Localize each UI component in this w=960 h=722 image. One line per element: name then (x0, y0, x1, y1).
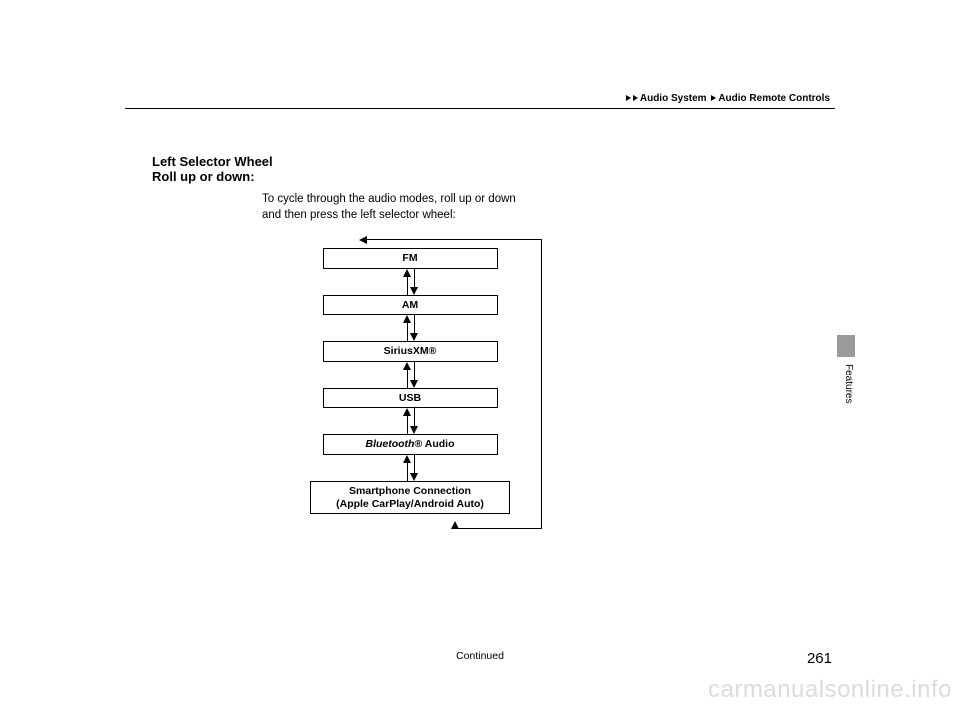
smartphone-line-2: (Apple CarPlay/Android Auto) (317, 498, 503, 511)
header-rule (125, 108, 835, 109)
mode-box-bluetooth: Bluetooth® Audio (323, 434, 498, 455)
intro-line-1: To cycle through the audio modes, roll u… (262, 192, 516, 208)
mode-box-siriusxm: SiriusXM® (323, 341, 498, 362)
mode-connector (280, 455, 540, 481)
breadcrumb-part-2: Audio Remote Controls (718, 93, 830, 104)
side-tab-label: Features (843, 364, 854, 403)
bluetooth-prefix: Bluetooth (365, 438, 414, 450)
mode-connector (280, 408, 540, 434)
breadcrumb-part-1: Audio System (640, 93, 707, 104)
audio-mode-diagram: FM AM SiriusXM® USB Bluetooth® Audio Sma… (280, 230, 540, 514)
mode-connector (280, 362, 540, 388)
breadcrumb-arrow-icon (711, 95, 716, 101)
smartphone-line-1: Smartphone Connection (317, 485, 503, 498)
double-arrow-icon (403, 315, 417, 341)
mode-box-smartphone: Smartphone Connection (Apple CarPlay/And… (310, 481, 510, 514)
section-title: Left Selector Wheel (152, 153, 273, 171)
side-tab (837, 335, 855, 357)
intro-text: To cycle through the audio modes, roll u… (262, 192, 516, 223)
mode-box-usb: USB (323, 388, 498, 409)
breadcrumb: Audio System Audio Remote Controls (626, 93, 830, 104)
mode-connector (280, 269, 540, 295)
loop-arrow-left-icon (359, 236, 367, 244)
mode-box-fm: FM (323, 248, 498, 269)
intro-line-2: and then press the left selector wheel: (262, 208, 516, 224)
bluetooth-suffix: ® Audio (414, 438, 454, 450)
breadcrumb-arrow-icon (633, 95, 638, 101)
watermark: carmanualsonline.info (708, 676, 952, 704)
double-arrow-icon (403, 362, 417, 388)
loop-arrow-up-icon (451, 521, 459, 529)
double-arrow-icon (403, 455, 417, 481)
mode-box-am: AM (323, 295, 498, 316)
section-subtitle: Roll up or down: (152, 169, 255, 184)
mode-connector (280, 315, 540, 341)
double-arrow-icon (403, 269, 417, 295)
page-number: 261 (807, 650, 832, 667)
double-arrow-icon (403, 408, 417, 434)
breadcrumb-arrow-icon (626, 95, 631, 101)
